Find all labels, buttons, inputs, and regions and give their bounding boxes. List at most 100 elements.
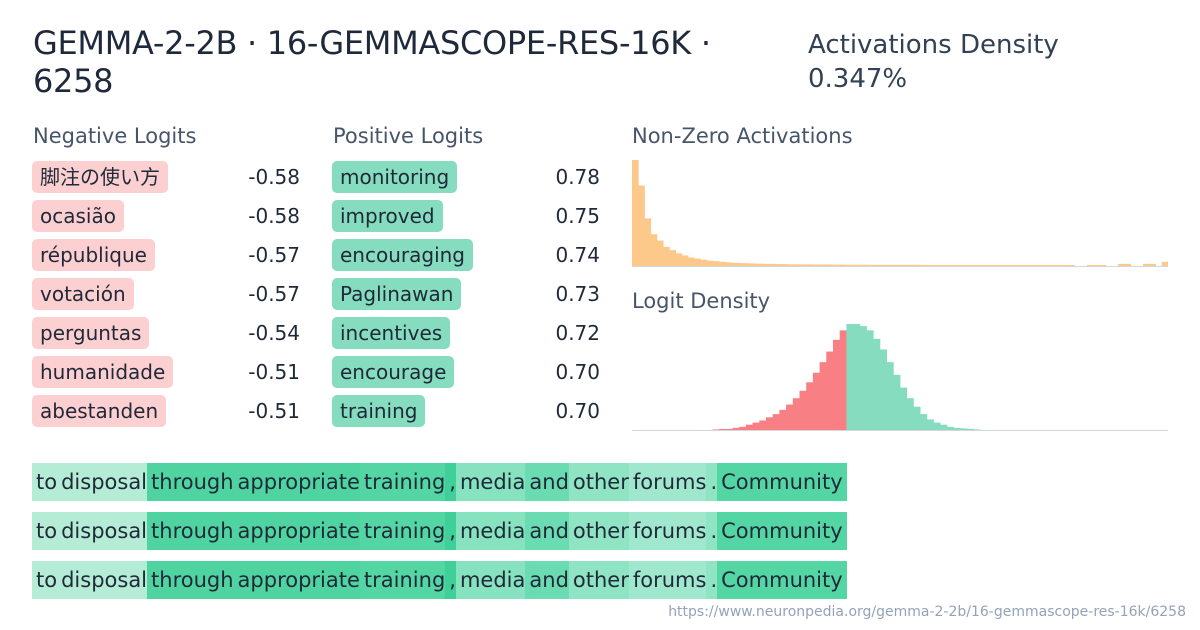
activation-bar bbox=[887, 264, 895, 266]
negative-density-bar bbox=[766, 417, 774, 430]
positive-logit-token[interactable]: training bbox=[332, 395, 426, 427]
activation-bar bbox=[781, 264, 789, 266]
positive-logit-row: training 0.70 bbox=[332, 395, 612, 427]
negative-logits-heading: Negative Logits bbox=[33, 124, 197, 148]
negative-density-bar bbox=[799, 390, 807, 430]
negative-logit-token[interactable]: abestanden bbox=[32, 395, 167, 427]
activation-bar bbox=[831, 264, 839, 266]
activation-token: other bbox=[568, 512, 633, 550]
activation-bar bbox=[900, 264, 907, 266]
negative-logit-token[interactable]: votación bbox=[32, 278, 134, 310]
activation-bar bbox=[688, 257, 695, 266]
activation-bar bbox=[956, 264, 963, 266]
positive-logit-token[interactable]: encourage bbox=[332, 356, 455, 388]
activation-token: training bbox=[359, 561, 450, 599]
negative-density-bar bbox=[839, 330, 847, 430]
activation-bar bbox=[1049, 264, 1057, 266]
negative-density-bar bbox=[779, 409, 787, 430]
negative-logit-token[interactable]: ocasião bbox=[32, 200, 124, 232]
negative-logit-value: -0.58 bbox=[248, 204, 300, 228]
negative-logit-token[interactable]: perguntas bbox=[32, 317, 150, 349]
activation-example-row[interactable]: to disposal through appropriate training… bbox=[32, 512, 912, 550]
activation-bar bbox=[862, 264, 870, 266]
negative-logit-row: 脚注の使い方 -0.58 bbox=[32, 161, 312, 193]
activation-bar bbox=[850, 264, 857, 266]
activation-bar bbox=[993, 264, 1001, 266]
negative-logit-token[interactable]: 脚注の使い方 bbox=[32, 161, 168, 193]
activation-bar bbox=[856, 264, 863, 266]
activation-bar bbox=[1118, 263, 1125, 266]
source-url[interactable]: https://www.neuronpedia.org/gemma-2-2b/1… bbox=[668, 604, 1186, 620]
positive-logit-token[interactable]: improved bbox=[332, 200, 443, 232]
activations-density-value: 0.347% bbox=[808, 64, 908, 94]
negative-logit-row: votación -0.57 bbox=[32, 278, 312, 310]
negative-logit-row: république -0.57 bbox=[32, 239, 312, 271]
activation-bar bbox=[1024, 264, 1032, 266]
activation-bar bbox=[794, 264, 801, 266]
activation-bar bbox=[731, 262, 739, 266]
negative-density-bar bbox=[752, 422, 760, 430]
positive-logit-value: 0.73 bbox=[555, 282, 600, 306]
logit-density-histogram bbox=[632, 324, 1168, 431]
activation-bar bbox=[787, 264, 795, 266]
activation-example-row[interactable]: to disposal through appropriate training… bbox=[32, 463, 912, 501]
activation-bar bbox=[675, 253, 683, 266]
negative-density-bar bbox=[826, 351, 834, 430]
non-zero-activations-histogram bbox=[632, 160, 1168, 267]
activation-bar bbox=[700, 259, 708, 266]
activation-bar bbox=[719, 261, 726, 266]
activation-bar bbox=[669, 250, 677, 266]
negative-density-bar bbox=[786, 404, 794, 430]
activation-bar bbox=[943, 264, 951, 266]
positive-density-bar bbox=[886, 362, 894, 430]
positive-logit-token[interactable]: Paglinawan bbox=[332, 278, 462, 310]
activation-bar bbox=[638, 185, 645, 266]
activation-token: to bbox=[32, 512, 62, 550]
activation-bar bbox=[1062, 264, 1069, 266]
activation-token: disposal bbox=[57, 512, 152, 550]
activation-bar bbox=[999, 264, 1007, 266]
activation-token: and bbox=[525, 561, 573, 599]
activation-bar bbox=[974, 264, 982, 266]
negative-logit-row: abestanden -0.51 bbox=[32, 395, 312, 427]
activation-token: disposal bbox=[57, 463, 152, 501]
activation-token: to bbox=[32, 561, 62, 599]
feature-title: GEMMA-2-2B · 16-GEMMASCOPE-RES-16K · 625… bbox=[33, 24, 711, 100]
positive-density-bar bbox=[933, 422, 941, 430]
activation-token: forums bbox=[628, 463, 711, 501]
activation-bar bbox=[981, 264, 988, 266]
positive-density-bar bbox=[920, 414, 928, 430]
negative-density-bar bbox=[812, 372, 820, 430]
activation-bar bbox=[769, 263, 776, 266]
positive-logit-value: 0.75 bbox=[555, 204, 600, 228]
non-zero-activations-heading: Non-Zero Activations bbox=[632, 124, 853, 148]
activation-bar bbox=[1005, 264, 1013, 266]
negative-logit-value: -0.57 bbox=[248, 243, 300, 267]
activation-bar bbox=[924, 264, 932, 266]
activation-bar bbox=[968, 264, 976, 266]
activation-token: and bbox=[525, 512, 573, 550]
positive-density-bar bbox=[853, 324, 861, 430]
negative-density-bar bbox=[792, 398, 800, 430]
activation-bar bbox=[632, 160, 639, 266]
activation-bar bbox=[1161, 261, 1168, 266]
positive-density-bar bbox=[866, 330, 874, 430]
activation-example-row[interactable]: to disposal through appropriate training… bbox=[32, 561, 912, 599]
positive-logit-token[interactable]: monitoring bbox=[332, 161, 458, 193]
negative-logit-token[interactable]: république bbox=[32, 239, 155, 271]
activation-bar bbox=[931, 264, 938, 266]
positive-logit-token[interactable]: incentives bbox=[332, 317, 451, 349]
negative-logit-value: -0.54 bbox=[248, 321, 300, 345]
activation-bar bbox=[775, 264, 782, 266]
activation-bar bbox=[756, 263, 764, 266]
activation-bar bbox=[1030, 264, 1038, 266]
activation-bar bbox=[1143, 263, 1150, 266]
positive-logit-value: 0.74 bbox=[555, 243, 600, 267]
activation-token: training bbox=[359, 463, 450, 501]
positive-density-bar bbox=[873, 338, 881, 430]
negative-logit-token[interactable]: humanidade bbox=[32, 356, 174, 388]
positive-logit-token[interactable]: encouraging bbox=[332, 239, 473, 271]
activation-bar bbox=[1099, 264, 1107, 266]
negative-logit-row: ocasião -0.58 bbox=[32, 200, 312, 232]
activation-token: media bbox=[455, 463, 530, 501]
